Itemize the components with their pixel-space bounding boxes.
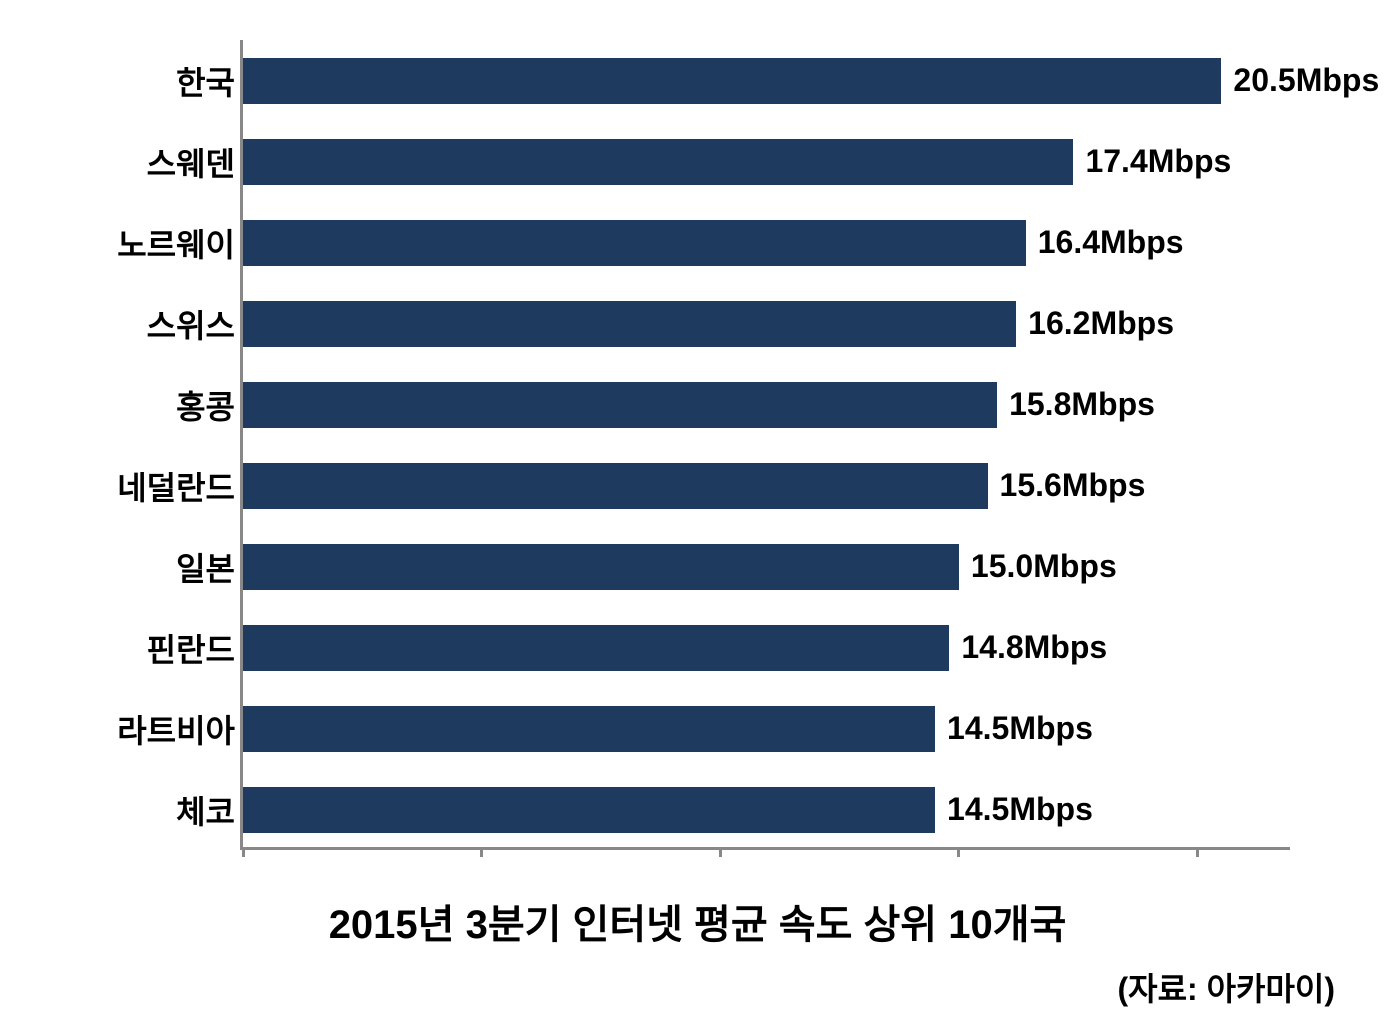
bar [243,544,959,590]
bar-row: 노르웨이 16.4Mbps [40,202,1355,283]
bar [243,787,935,833]
chart-source: (자료: 아카마이) [40,964,1355,1010]
bar-row: 네덜란드 15.6Mbps [40,445,1355,526]
y-axis-label: 홍콩 [176,382,235,428]
bar [243,625,949,671]
value-label: 16.4Mbps [1038,224,1184,261]
bar-row: 핀란드 14.8Mbps [40,607,1355,688]
bar [243,463,988,509]
value-label: 15.8Mbps [1009,386,1155,423]
bar [243,139,1073,185]
value-label: 20.5Mbps [1233,62,1379,99]
bar-row: 라트비아 14.5Mbps [40,688,1355,769]
value-label: 15.6Mbps [1000,467,1146,504]
y-axis-label: 라트비아 [117,706,235,752]
value-label: 14.8Mbps [961,629,1107,666]
y-axis-label: 스웨덴 [147,139,235,185]
bar-row: 스위스 16.2Mbps [40,283,1355,364]
y-axis-label: 체코 [176,787,235,833]
value-label: 17.4Mbps [1085,143,1231,180]
y-axis-label: 스위스 [147,301,235,347]
chart-title: 2015년 3분기 인터넷 평균 속도 상위 10개국 [40,892,1355,950]
bar [243,58,1221,104]
bar-row: 홍콩 15.8Mbps [40,364,1355,445]
bar [243,382,997,428]
bar [243,220,1026,266]
chart-area: 한국20.5Mbps 스웨덴 17.4Mbps 노르웨이 16.4Mbps 스위스 16.2… [40,30,1355,870]
value-label: 14.5Mbps [947,710,1093,747]
y-axis-label: 한국 [176,58,235,104]
bar [243,706,935,752]
y-axis-label: 일본 [176,544,235,590]
bar-row: 스웨덴 17.4Mbps [40,121,1355,202]
bar-row: 체코 14.5Mbps [40,769,1355,850]
y-axis-label: 네덜란드 [117,463,235,509]
value-label: 16.2Mbps [1028,305,1174,342]
bar [243,301,1016,347]
y-axis-label: 노르웨이 [117,220,235,266]
y-axis-label: 핀란드 [147,625,235,671]
bar-row: 일본 15.0Mbps [40,526,1355,607]
value-label: 14.5Mbps [947,791,1093,828]
bar-row: 한국20.5Mbps [40,40,1355,121]
value-label: 15.0Mbps [971,548,1117,585]
